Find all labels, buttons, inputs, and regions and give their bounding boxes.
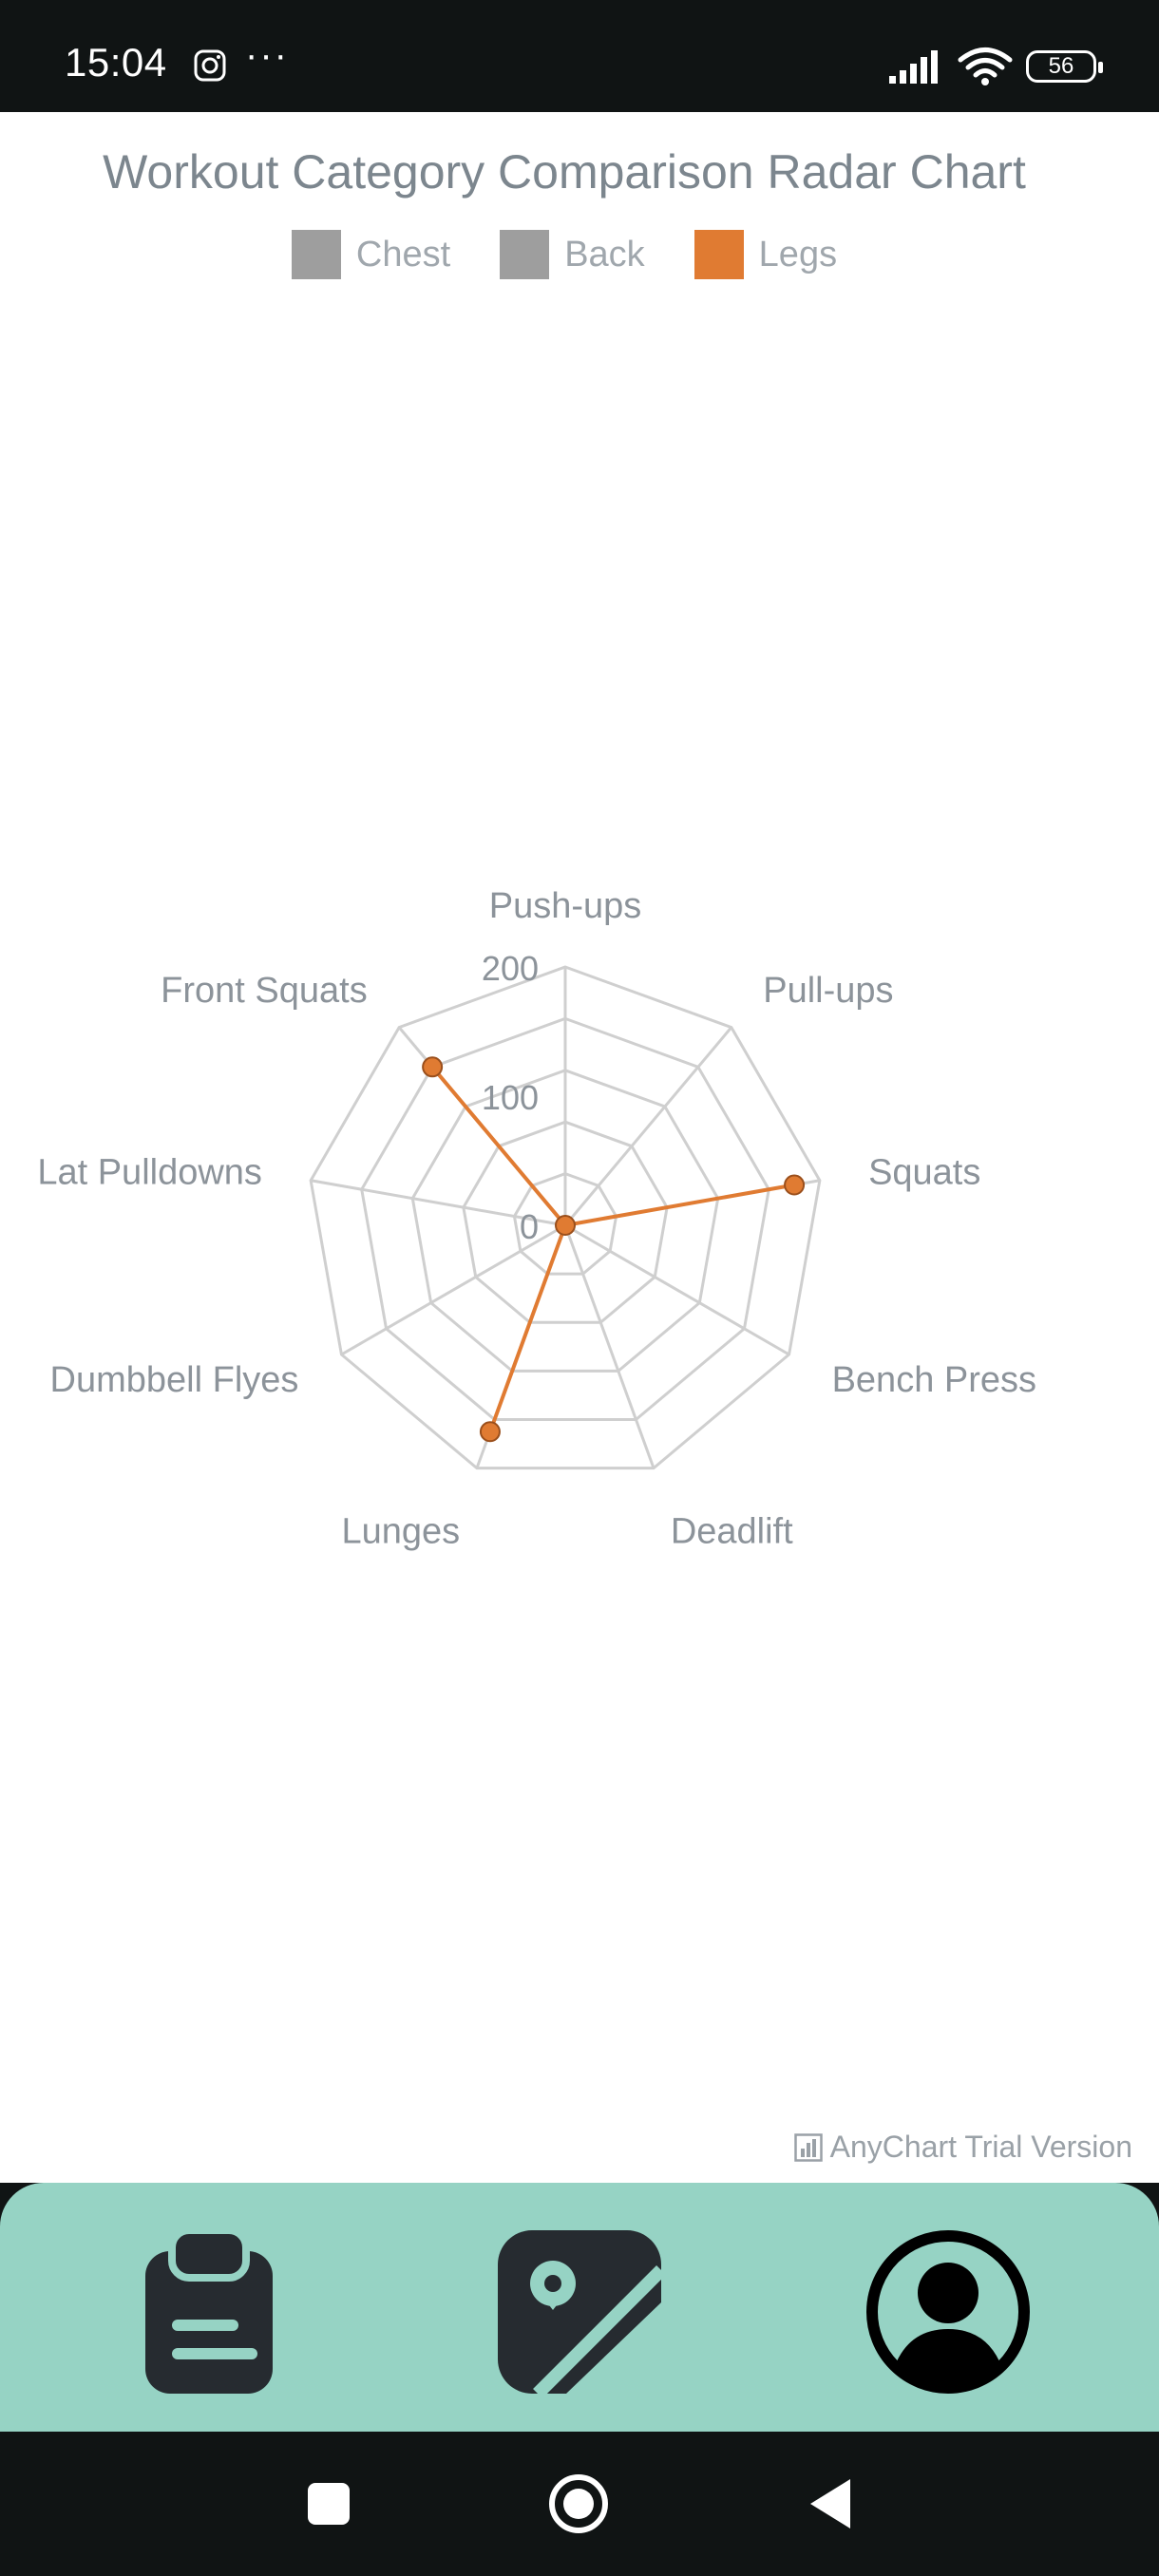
chart-legend: Chest Back Legs <box>0 230 1129 279</box>
radial-tick-label: 200 <box>482 949 539 988</box>
radar-grid-ring <box>360 1016 770 1421</box>
nav-workouts-button[interactable] <box>124 2226 294 2397</box>
signal-icon <box>889 50 938 84</box>
system-navigation-bar <box>0 2432 1159 2576</box>
clipboard-icon <box>145 2226 273 2394</box>
legend-swatch-legs <box>694 230 744 279</box>
back-button[interactable] <box>792 2466 868 2542</box>
category-label: Push-ups <box>489 886 642 926</box>
legend-item-legs[interactable]: Legs <box>694 230 837 279</box>
image-icon <box>498 2230 665 2397</box>
category-label: Front Squats <box>161 971 368 1011</box>
radial-tick-label: 0 <box>520 1207 539 1246</box>
series-point <box>422 1056 444 1078</box>
legend-swatch-chest <box>291 230 341 279</box>
instagram-icon <box>194 49 226 82</box>
profile-icon <box>866 2230 1030 2394</box>
radar-grid-ring <box>512 1172 618 1276</box>
home-icon <box>549 2474 608 2533</box>
legend-item-chest[interactable]: Chest <box>291 230 451 279</box>
series-point <box>555 1215 576 1236</box>
radar-grid-ring <box>462 1120 669 1324</box>
recents-button[interactable] <box>291 2466 367 2542</box>
back-icon <box>810 2479 850 2529</box>
radar-spoke <box>563 1026 732 1226</box>
radar-spoke <box>563 1224 656 1469</box>
anychart-credits[interactable]: AnyChart Trial Version <box>793 2130 1132 2165</box>
nav-profile-button[interactable] <box>863 2226 1034 2397</box>
more-notifications-icon: ··· <box>245 34 289 76</box>
series-line-legs <box>430 1065 797 1434</box>
radar-spoke <box>310 1179 566 1227</box>
chart-title: Workout Category Comparison Radar Chart <box>103 145 1026 199</box>
status-time: 15:04 <box>65 40 167 85</box>
category-label: Pull-ups <box>763 971 893 1011</box>
category-label: Dumbbell Flyes <box>50 1360 299 1400</box>
wifi-icon <box>958 47 1013 85</box>
home-button[interactable] <box>541 2466 617 2542</box>
category-label: Squats <box>868 1153 980 1193</box>
legend-label-chest: Chest <box>355 234 451 275</box>
radar-grid-ring <box>309 965 822 1470</box>
bottom-navigation-bar <box>0 2183 1159 2432</box>
series-point <box>479 1421 501 1443</box>
radar-grid-ring <box>410 1069 720 1373</box>
chart-logo-icon <box>793 2132 823 2162</box>
credits-label: AnyChart Trial Version <box>829 2130 1132 2164</box>
radial-tick-label: 100 <box>482 1078 539 1117</box>
radar-chart: 0 100 200 Push-ups Pull-ups Squats Bench Press… <box>37 886 1036 1551</box>
series-point <box>784 1174 806 1196</box>
legend-label-legs: Legs <box>758 234 838 275</box>
category-label: Deadlift <box>671 1511 793 1551</box>
bottom-navigation <box>0 2183 1159 2432</box>
legend-swatch-back <box>500 230 550 279</box>
legend-item-back[interactable]: Back <box>500 230 645 279</box>
nav-gallery-button[interactable] <box>494 2226 665 2397</box>
battery-indicator: 56 <box>1026 50 1103 83</box>
status-bar: 15:04 ··· 56 <box>0 0 1159 112</box>
category-label: Lat Pulldowns <box>37 1153 262 1193</box>
battery-level: 56 <box>1048 53 1074 79</box>
category-label: Lunges <box>342 1511 461 1551</box>
radar-spoke <box>564 1223 790 1356</box>
radar-spoke <box>340 1223 566 1356</box>
chart-container: 0 100 200 Push-ups Pull-ups Squats Bench Press… <box>0 112 1159 2183</box>
category-label: Bench Press <box>832 1360 1036 1400</box>
recents-icon <box>308 2483 350 2525</box>
legend-label-back: Back <box>564 234 645 275</box>
